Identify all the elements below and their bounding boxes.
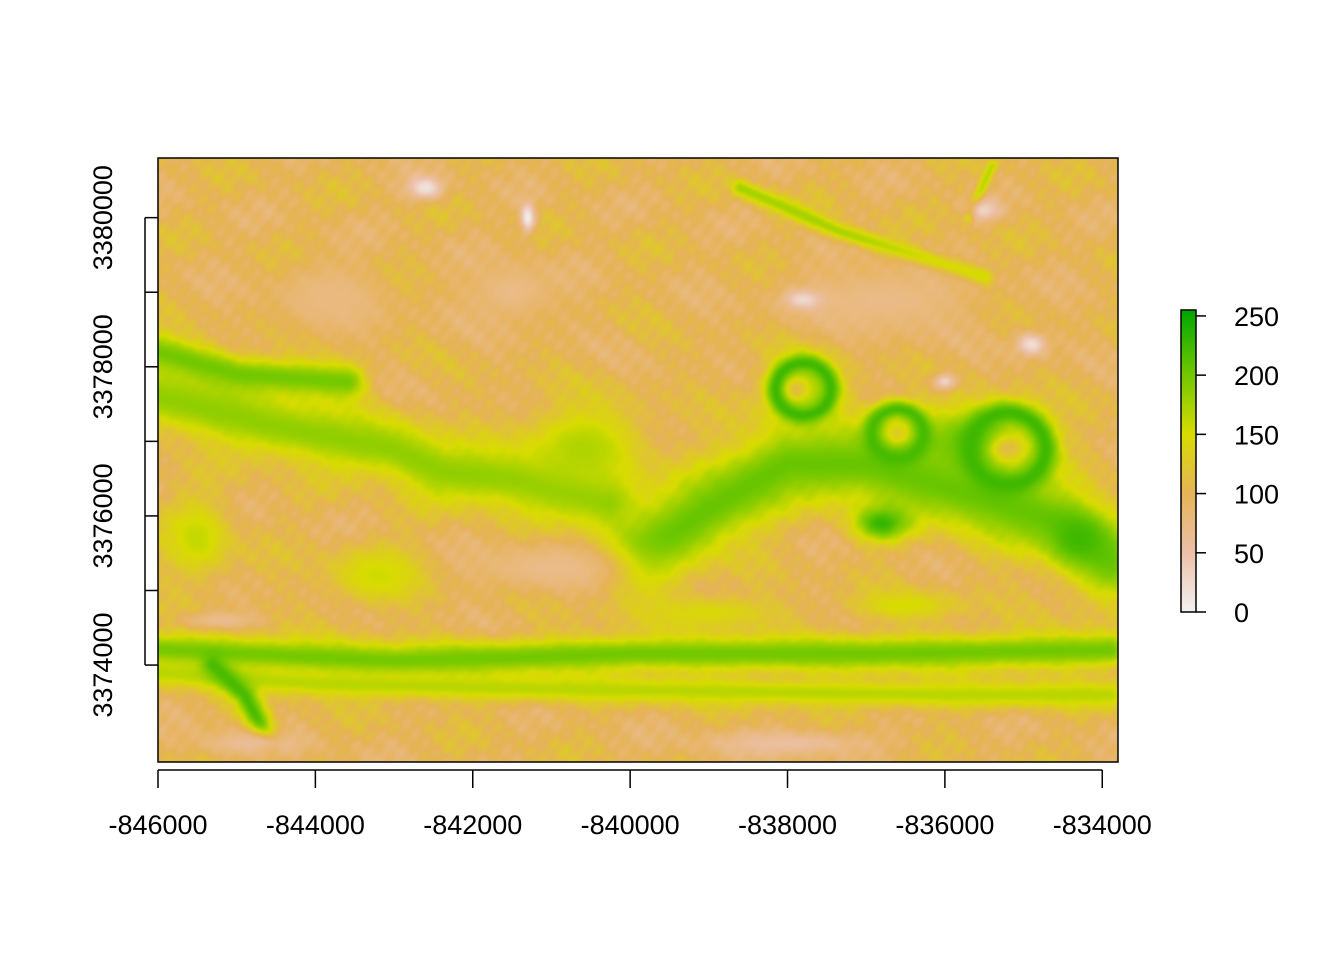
- colorbar-tick-label: 0: [1234, 598, 1249, 628]
- colorbar-ramp: [1181, 310, 1196, 612]
- x-axis: -846000 -844000 -842000 -840000 -838000 -8360…: [108, 769, 1152, 840]
- y-tick-label: 3376000: [88, 463, 118, 568]
- colorbar-legend: 0 50 100 150 200 250: [1180, 302, 1279, 628]
- colorbar-tick-label: 100: [1234, 480, 1279, 510]
- colorbar-tick-label: 250: [1234, 302, 1279, 332]
- raster-heatmap: [158, 158, 1118, 762]
- x-tick-label: -836000: [895, 810, 994, 840]
- colorbar-tick-label: 150: [1234, 420, 1279, 450]
- x-tick-label: -840000: [581, 810, 680, 840]
- y-axis: 3374000 3376000 3378000 3380000: [88, 165, 158, 718]
- x-tick-label: -844000: [266, 810, 365, 840]
- colorbar-tick-label: 50: [1234, 539, 1264, 569]
- y-tick-label: 3374000: [88, 612, 118, 717]
- plot-frame: [157, 157, 1119, 763]
- colorbar-frame: [1180, 309, 1197, 613]
- y-tick-label: 3378000: [88, 314, 118, 419]
- x-tick-label: -838000: [738, 810, 837, 840]
- x-tick-label: -834000: [1053, 810, 1152, 840]
- colorbar-tick-label: 200: [1234, 361, 1279, 391]
- y-tick-label: 3380000: [88, 165, 118, 270]
- x-tick-label: -846000: [108, 810, 207, 840]
- x-tick-label: -842000: [423, 810, 522, 840]
